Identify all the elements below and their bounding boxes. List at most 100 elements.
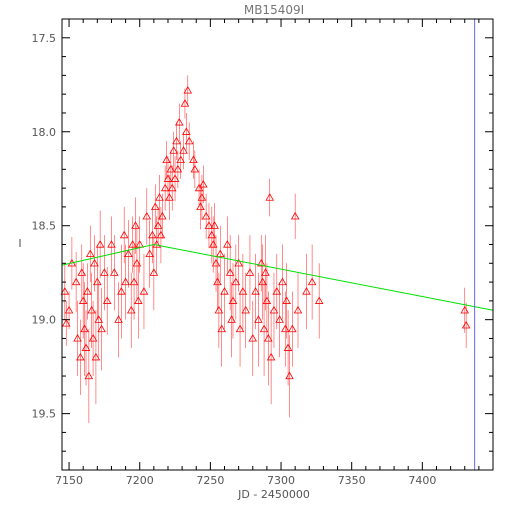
data-point-triangle	[114, 315, 123, 323]
data-point-triangle	[254, 315, 263, 323]
data-point-triangle	[269, 305, 279, 314]
data-points	[60, 86, 471, 380]
data-point-triangle	[107, 240, 116, 248]
data-point-triangle	[170, 174, 180, 182]
y-axis-label: I	[18, 237, 21, 250]
data-point-triangle	[196, 202, 205, 211]
y-tick-label: 18.5	[32, 220, 57, 233]
data-point-triangle	[259, 324, 269, 333]
data-point-triangle	[172, 136, 181, 145]
data-point-triangle	[131, 221, 140, 229]
x-axis-label: JD - 2450000	[237, 488, 310, 501]
data-point-triangle	[119, 230, 129, 239]
data-point-triangle	[214, 305, 224, 314]
x-tick-label: 7350	[338, 474, 366, 487]
data-point-triangle	[235, 324, 245, 333]
data-point-triangle	[179, 146, 188, 154]
data-point-triangle	[207, 230, 217, 239]
axes-frame	[61, 18, 494, 471]
data-point-triangle	[208, 240, 218, 248]
data-point-triangle	[251, 287, 260, 295]
data-point-triangle	[94, 315, 104, 323]
data-point-triangle	[117, 287, 126, 295]
data-point-triangle	[261, 268, 270, 276]
data-point-triangle	[165, 193, 174, 201]
data-point-triangle	[280, 324, 290, 333]
data-point-triangle	[201, 211, 211, 220]
data-point-triangle	[238, 287, 248, 295]
chart-title: MB15409I	[244, 3, 304, 17]
data-point-triangle	[182, 127, 191, 135]
data-point-triangle	[61, 319, 71, 327]
data-point-triangle	[210, 221, 219, 229]
data-point-triangle	[211, 258, 221, 267]
error-bars	[64, 75, 467, 424]
data-point-triangle	[223, 240, 232, 248]
data-point-triangle	[272, 287, 282, 295]
data-point-triangle	[256, 258, 266, 267]
data-point-triangle	[167, 183, 177, 192]
data-point-triangle	[461, 320, 471, 329]
data-point-triangle	[148, 230, 157, 239]
y-tick-label: 19.0	[32, 314, 57, 327]
data-point-triangle	[293, 305, 303, 314]
data-point-triangle	[314, 296, 324, 304]
data-point-triangle	[158, 211, 167, 220]
data-point-triangle	[241, 305, 250, 314]
x-tick-label: 7150	[55, 474, 83, 487]
data-point-triangle	[197, 193, 207, 201]
data-point-triangle	[150, 202, 160, 211]
data-point-triangle	[225, 268, 235, 276]
data-point-triangle	[190, 164, 200, 173]
y-tick-label: 17.5	[32, 32, 57, 45]
data-point-triangle	[302, 287, 311, 295]
x-tick-label: 7200	[126, 474, 154, 487]
data-point-triangle	[204, 221, 214, 229]
data-point-triangle	[264, 334, 273, 342]
data-point-triangle	[124, 249, 133, 257]
data-point-triangle	[213, 277, 222, 286]
model-line	[61, 243, 494, 311]
data-point-triangle	[95, 240, 105, 248]
data-point-triangle	[109, 268, 119, 276]
data-point-triangle	[64, 305, 74, 314]
data-point-triangle	[163, 174, 173, 182]
data-point-triangle	[184, 136, 194, 145]
data-point-triangle	[80, 324, 89, 333]
data-point-triangle	[102, 296, 112, 304]
data-point-triangle	[88, 334, 98, 342]
data-point-triangle	[162, 155, 171, 164]
data-point-triangle	[174, 117, 184, 126]
x-tick-label: 7300	[267, 474, 295, 487]
data-point-triangle	[81, 343, 91, 351]
data-point-triangle	[199, 179, 208, 188]
data-point-triangle	[60, 287, 70, 295]
data-point-triangle	[194, 183, 204, 192]
data-point-triangle	[97, 324, 106, 333]
data-point-triangle	[78, 296, 88, 304]
data-point-triangle	[83, 287, 92, 295]
data-point-triangle	[169, 146, 178, 154]
y-tick-label: 18.0	[32, 126, 57, 139]
data-point-triangle	[90, 258, 99, 267]
model-fit	[61, 243, 494, 311]
data-point-triangle	[145, 249, 154, 257]
data-point-triangle	[139, 287, 149, 295]
data-point-triangle	[183, 86, 193, 94]
data-point-triangle	[153, 221, 163, 229]
data-point-triangle	[76, 352, 85, 361]
data-point-triangle	[231, 277, 241, 286]
data-point-triangle	[87, 305, 96, 314]
data-point-triangle	[265, 193, 275, 201]
data-point-triangle	[173, 164, 183, 173]
data-point-triangle	[71, 277, 81, 286]
x-tick-label: 7250	[196, 474, 224, 487]
data-point-triangle	[176, 155, 185, 164]
y-tick-label: 19.5	[32, 408, 57, 421]
data-point-triangle	[149, 268, 159, 276]
data-point-triangle	[91, 352, 101, 361]
data-point-triangle	[77, 268, 87, 276]
data-point-triangle	[215, 249, 225, 257]
data-point-triangle	[134, 296, 143, 304]
